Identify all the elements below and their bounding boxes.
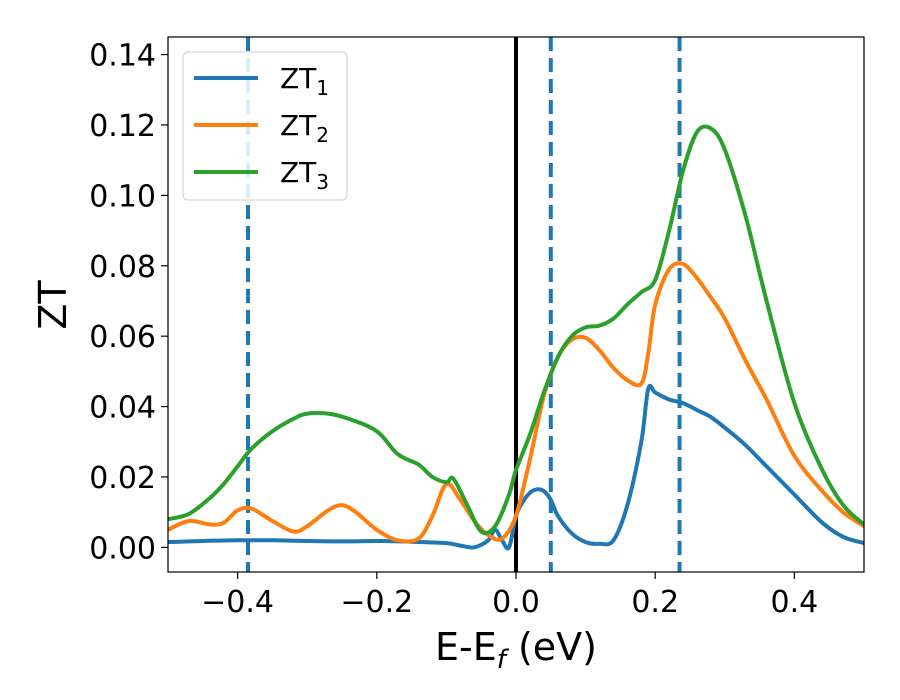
series-lines — [168, 124, 864, 551]
series-line-zt2 — [168, 261, 864, 544]
x-tick-label: 0.2 — [631, 585, 679, 620]
x-tick-label: −0.2 — [340, 585, 413, 620]
y-tick-label: 0.04 — [89, 391, 156, 426]
series-line-zt3 — [168, 124, 864, 536]
y-axis-label: ZT — [31, 280, 75, 330]
legend-label-zt2: ZT2 — [280, 109, 329, 147]
x-axis-ticks: −0.4 −0.2 0.0 0.2 0.4 — [201, 572, 818, 620]
legend-box — [182, 51, 348, 201]
y-tick-label: 0.06 — [89, 320, 156, 355]
legend-label-zt1: ZT1 — [280, 62, 329, 100]
legend: ZT1 ZT2 ZT3 — [182, 51, 348, 201]
legend-label-zt3: ZT3 — [280, 156, 329, 194]
x-tick-label: −0.4 — [201, 585, 274, 620]
y-tick-label: 0.12 — [89, 109, 156, 144]
y-tick-label: 0.00 — [89, 531, 156, 566]
y-tick-label: 0.02 — [89, 461, 156, 496]
x-tick-label: 0.0 — [492, 585, 540, 620]
y-axis-ticks: 0.00 0.02 0.04 0.06 0.08 0.10 0.12 0.14 — [89, 39, 168, 566]
y-tick-label: 0.10 — [89, 179, 156, 214]
y-tick-label: 0.08 — [89, 250, 156, 285]
x-tick-label: 0.4 — [771, 585, 819, 620]
x-axis-label: E-Ef (eV) — [435, 625, 597, 675]
y-tick-label: 0.14 — [89, 39, 156, 74]
